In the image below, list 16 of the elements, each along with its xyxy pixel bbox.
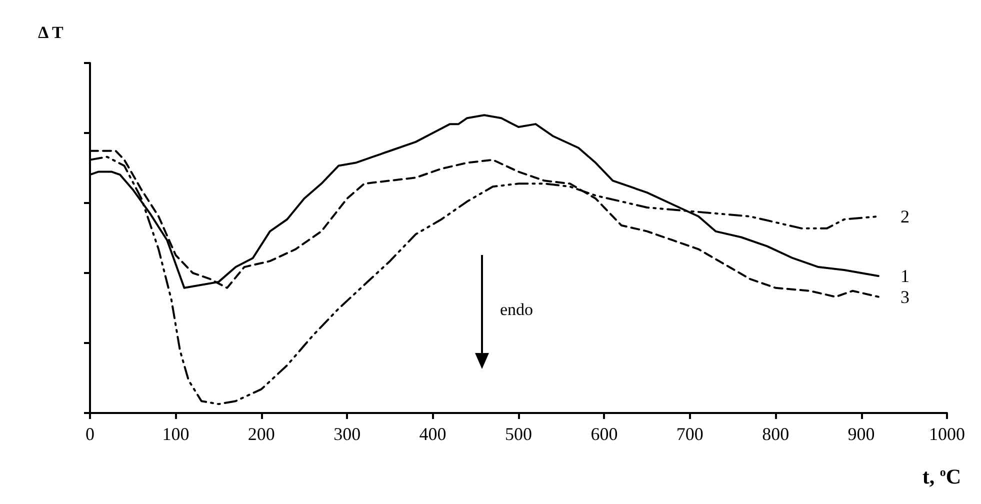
y-axis-title: Δ T [38,23,64,42]
x-tick-label: 200 [248,424,275,444]
series-label: 2 [900,206,910,226]
x-tick-label: 1000 [929,424,965,444]
x-tick-label: 100 [162,424,190,444]
annotation: endo [500,300,534,319]
x-tick-label: 900 [848,424,875,444]
x-tick-label: 0 [86,424,94,444]
x-tick-label: 600 [590,424,618,444]
series-label: 1 [900,266,910,286]
x-tick-label: 300 [334,424,361,444]
series-label: 3 [900,286,910,307]
x-tick-label: 800 [762,424,790,444]
x-tick-label: 500 [505,424,532,444]
x-tick-label: 400 [419,424,446,444]
x-tick-label: 700 [676,424,704,444]
